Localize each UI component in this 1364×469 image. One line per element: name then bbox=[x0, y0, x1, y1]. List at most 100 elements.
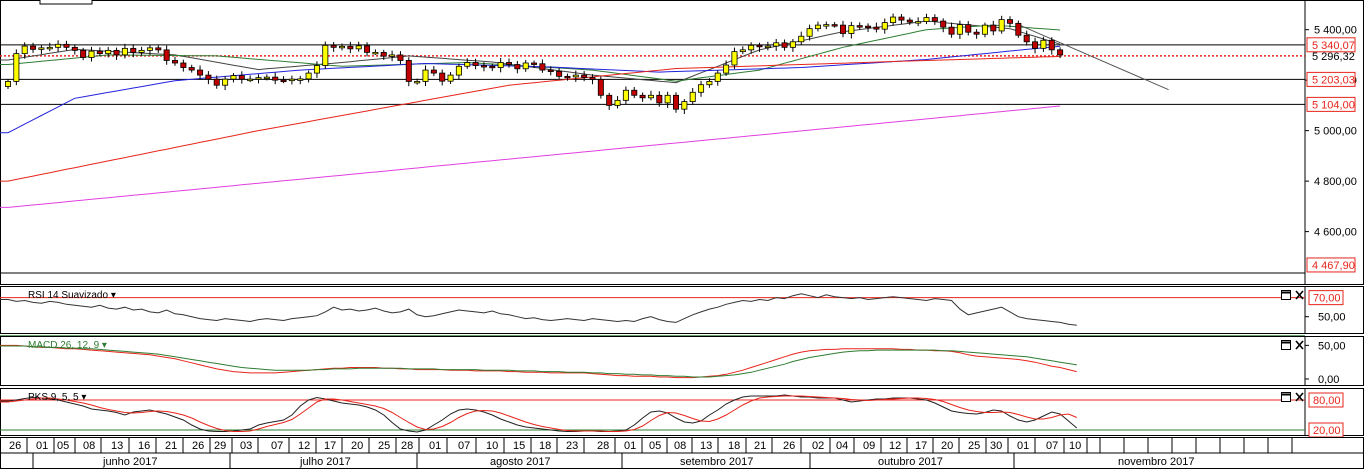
candle[interactable] bbox=[689, 87, 696, 105]
candle[interactable] bbox=[55, 40, 62, 52]
candle[interactable] bbox=[823, 21, 830, 30]
candle[interactable] bbox=[213, 75, 220, 89]
candle[interactable] bbox=[505, 58, 512, 68]
candle[interactable] bbox=[480, 62, 487, 72]
candle[interactable] bbox=[472, 58, 479, 70]
rsi-panel[interactable]: RSI 14 Suavizado ▾ 50,00 70,00 bbox=[0, 286, 1364, 337]
candle[interactable] bbox=[447, 72, 454, 84]
candle[interactable] bbox=[355, 41, 362, 52]
candle[interactable] bbox=[364, 42, 371, 57]
candle[interactable] bbox=[572, 70, 579, 82]
candle[interactable] bbox=[1040, 36, 1047, 52]
candle[interactable] bbox=[288, 75, 295, 85]
candle[interactable] bbox=[647, 90, 654, 101]
candle[interactable] bbox=[998, 15, 1005, 34]
candle[interactable] bbox=[814, 21, 821, 32]
candle[interactable] bbox=[80, 47, 87, 61]
candle[interactable] bbox=[547, 66, 554, 76]
candle[interactable] bbox=[272, 72, 279, 85]
candle[interactable] bbox=[422, 65, 429, 86]
candle[interactable] bbox=[405, 57, 412, 87]
candle[interactable] bbox=[739, 46, 746, 55]
candle[interactable] bbox=[940, 18, 947, 33]
candle[interactable] bbox=[564, 73, 571, 81]
candle[interactable] bbox=[121, 43, 128, 59]
close-icon[interactable] bbox=[1295, 340, 1304, 350]
candle[interactable] bbox=[180, 59, 187, 72]
candle[interactable] bbox=[414, 78, 421, 85]
candle[interactable] bbox=[163, 45, 170, 65]
candle[interactable] bbox=[890, 13, 897, 26]
candle[interactable] bbox=[831, 22, 838, 28]
candle[interactable] bbox=[380, 49, 387, 60]
candle[interactable] bbox=[5, 78, 11, 89]
candle[interactable] bbox=[439, 69, 446, 86]
candle[interactable] bbox=[906, 17, 913, 25]
candle[interactable] bbox=[948, 22, 955, 38]
candle[interactable] bbox=[773, 39, 780, 51]
candle[interactable] bbox=[347, 41, 354, 54]
candle[interactable] bbox=[63, 40, 70, 51]
candle[interactable] bbox=[990, 20, 997, 36]
pks-panel[interactable]: PKS 9, 5, 5 ▾ 80,00 20,00 bbox=[0, 388, 1364, 438]
candle[interactable] bbox=[146, 44, 153, 55]
close-icon[interactable] bbox=[1295, 392, 1304, 402]
candle[interactable] bbox=[96, 47, 103, 57]
candle[interactable] bbox=[230, 73, 237, 83]
candle[interactable] bbox=[789, 39, 796, 52]
candle[interactable] bbox=[1015, 20, 1022, 38]
candle[interactable] bbox=[639, 92, 646, 102]
maximize-icon[interactable] bbox=[1281, 290, 1291, 300]
candle[interactable] bbox=[1048, 37, 1055, 55]
candle[interactable] bbox=[30, 42, 37, 53]
candle[interactable] bbox=[280, 76, 287, 84]
candle[interactable] bbox=[973, 29, 980, 39]
candle[interactable] bbox=[956, 20, 963, 40]
candle[interactable] bbox=[881, 18, 888, 34]
maximize-icon[interactable] bbox=[1281, 340, 1291, 350]
candle[interactable] bbox=[1032, 37, 1039, 54]
candle[interactable] bbox=[873, 22, 880, 33]
candle[interactable] bbox=[88, 46, 95, 62]
candle[interactable] bbox=[614, 96, 621, 109]
candle[interactable] bbox=[455, 63, 462, 80]
candle[interactable] bbox=[915, 17, 922, 27]
candle[interactable] bbox=[981, 22, 988, 38]
candle[interactable] bbox=[263, 74, 270, 81]
candle[interactable] bbox=[806, 24, 813, 41]
candle[interactable] bbox=[297, 75, 304, 85]
candle[interactable] bbox=[464, 58, 471, 69]
candle[interactable] bbox=[698, 80, 705, 97]
candle[interactable] bbox=[764, 41, 771, 51]
candle[interactable] bbox=[597, 76, 604, 99]
candle[interactable] bbox=[522, 59, 529, 72]
candle[interactable] bbox=[372, 49, 379, 55]
candle[interactable] bbox=[1023, 30, 1030, 46]
candle[interactable] bbox=[313, 61, 320, 78]
candle[interactable] bbox=[247, 75, 254, 83]
candle[interactable] bbox=[589, 74, 596, 85]
candle[interactable] bbox=[798, 31, 805, 45]
candle[interactable] bbox=[898, 14, 905, 25]
candle[interactable] bbox=[1007, 16, 1014, 28]
candle[interactable] bbox=[113, 47, 120, 60]
close-icon[interactable] bbox=[1295, 290, 1304, 300]
candle[interactable] bbox=[664, 91, 671, 108]
candle[interactable] bbox=[656, 91, 663, 107]
candle[interactable] bbox=[714, 70, 721, 86]
candle[interactable] bbox=[322, 41, 329, 69]
candle[interactable] bbox=[706, 78, 713, 88]
candle[interactable] bbox=[389, 50, 396, 62]
candle[interactable] bbox=[71, 44, 78, 55]
candle[interactable] bbox=[848, 21, 855, 39]
candle[interactable] bbox=[756, 42, 763, 52]
candle[interactable] bbox=[556, 68, 563, 79]
candle[interactable] bbox=[840, 20, 847, 38]
candle[interactable] bbox=[430, 66, 437, 77]
candle[interactable] bbox=[606, 92, 613, 110]
candle[interactable] bbox=[965, 21, 972, 36]
candle[interactable] bbox=[222, 76, 229, 90]
candle[interactable] bbox=[497, 57, 504, 73]
candle[interactable] bbox=[539, 59, 546, 73]
